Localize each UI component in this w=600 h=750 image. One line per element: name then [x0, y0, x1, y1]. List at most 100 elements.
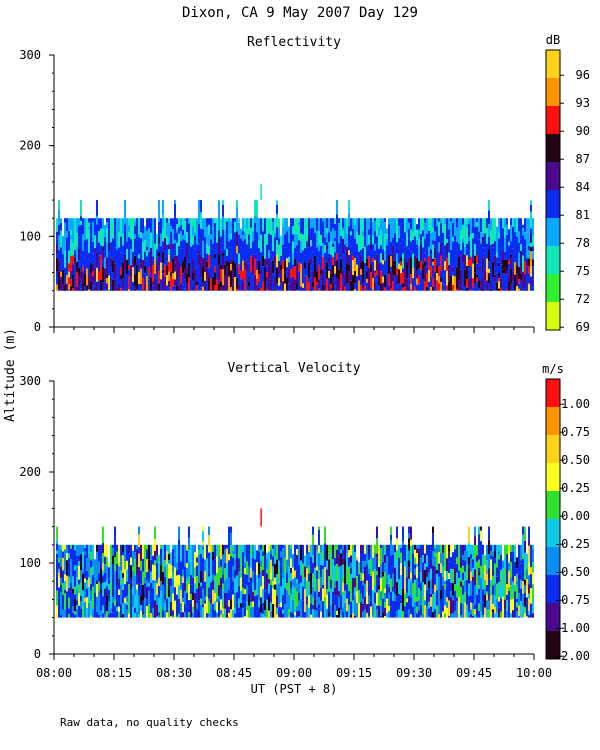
- heatmap-cell: [246, 218, 248, 229]
- heatmap-cell: [120, 595, 122, 605]
- heatmap-cell: [530, 266, 532, 277]
- heatmap-cell: [312, 609, 314, 618]
- heatmap-cell: [134, 555, 136, 560]
- heatmap-cell: [410, 578, 412, 583]
- heatmap-cell: [208, 587, 210, 594]
- heatmap-cell: [432, 265, 434, 278]
- heatmap-cell: [258, 600, 260, 608]
- heatmap-cell: [320, 218, 322, 236]
- heatmap-cell: [400, 265, 402, 274]
- heatmap-cell: [438, 283, 440, 291]
- heatmap-cell: [464, 611, 466, 618]
- heatmap-cell: [484, 233, 486, 241]
- heatmap-cell: [304, 612, 306, 618]
- heatmap-cell: [300, 240, 302, 253]
- heatmap-cell: [286, 583, 288, 591]
- heatmap-cell: [380, 230, 382, 246]
- heatmap-cell: [198, 613, 200, 618]
- heatmap-cell: [110, 266, 112, 284]
- heatmap-cell: [272, 235, 274, 252]
- heatmap-cell: [206, 261, 208, 268]
- heatmap-cell: [516, 273, 518, 280]
- heatmap-cell: [490, 583, 492, 596]
- heatmap-cell: [394, 601, 396, 617]
- heatmap-cell: [184, 544, 186, 560]
- heatmap-cell: [442, 246, 444, 260]
- heatmap-cell: [228, 542, 230, 555]
- heatmap-cell: [500, 554, 502, 560]
- heatmap-cell: [306, 262, 308, 277]
- heatmap-cell: [230, 239, 232, 255]
- heatmap-cell: [230, 258, 232, 264]
- heatmap-cell: [270, 266, 272, 280]
- heatmap-cell: [230, 218, 232, 222]
- heatmap-cell: [62, 551, 64, 558]
- heatmap-cell: [270, 584, 272, 598]
- heatmap-cell: [286, 566, 288, 573]
- heatmap-cell: [428, 558, 430, 573]
- heatmap-cell: [432, 218, 434, 229]
- heatmap-cell: [270, 260, 272, 267]
- heatmap-cell: [138, 614, 140, 618]
- heatmap-cell: [392, 281, 394, 291]
- heatmap-cell: [320, 616, 322, 618]
- heatmap-cell: [108, 229, 110, 243]
- heatmap-cell: [124, 281, 126, 287]
- heatmap-cell: [274, 602, 276, 618]
- heatmap-cell: [390, 270, 392, 283]
- heatmap-cell: [56, 526, 58, 540]
- heatmap-cell: [164, 544, 166, 560]
- heatmap-cell: [476, 555, 478, 562]
- heatmap-cell: [462, 612, 464, 618]
- heatmap-cell: [198, 224, 200, 238]
- heatmap-cell: [74, 594, 76, 599]
- heatmap-cell: [58, 587, 60, 592]
- heatmap-cell: [504, 568, 506, 585]
- heatmap-cell: [460, 218, 462, 231]
- heatmap-cell: [200, 253, 202, 257]
- colorbar-label: 75: [576, 264, 590, 278]
- heatmap-cell: [282, 548, 284, 565]
- heatmap-cell: [104, 564, 106, 573]
- heatmap-cell: [316, 549, 318, 562]
- heatmap-cell: [160, 591, 162, 608]
- heatmap-cell: [446, 243, 448, 258]
- heatmap-cell: [468, 595, 470, 613]
- heatmap-cell: [240, 238, 242, 248]
- heatmap-cell: [68, 608, 70, 614]
- heatmap-cell: [328, 544, 330, 560]
- heatmap-cell: [80, 216, 82, 221]
- heatmap-cell: [276, 240, 278, 246]
- heatmap-cell: [254, 559, 256, 574]
- heatmap-cell: [510, 613, 512, 618]
- heatmap-cell: [524, 541, 526, 553]
- heatmap-cell: [338, 581, 340, 591]
- heatmap-cell: [58, 569, 60, 573]
- heatmap-cell: [452, 266, 454, 273]
- heatmap-cell: [154, 218, 156, 230]
- heatmap-cell: [62, 544, 64, 552]
- heatmap-cell: [334, 223, 336, 231]
- heatmap-cell: [180, 590, 182, 604]
- heatmap-cell: [86, 597, 88, 608]
- heatmap-cell: [238, 264, 240, 274]
- heatmap-cell: [526, 569, 528, 580]
- heatmap-cell: [416, 290, 418, 291]
- heatmap-cell: [244, 612, 246, 617]
- heatmap-cell: [96, 242, 98, 252]
- colorbar-label: 0.75: [561, 425, 590, 439]
- heatmap-cell: [154, 278, 156, 291]
- heatmap-cell: [108, 270, 110, 276]
- heatmap-cell: [158, 256, 160, 267]
- heatmap-cell: [448, 600, 450, 616]
- heatmap-cell: [386, 238, 388, 246]
- heatmap-cell: [450, 569, 452, 583]
- heatmap-cell: [442, 598, 444, 612]
- heatmap-cell: [56, 543, 58, 551]
- heatmap-cell: [142, 218, 144, 230]
- heatmap-cell: [432, 599, 434, 612]
- heatmap-cell: [436, 590, 438, 606]
- heatmap-cell: [88, 289, 90, 291]
- heatmap-cell: [182, 602, 184, 613]
- heatmap-cell: [342, 576, 344, 583]
